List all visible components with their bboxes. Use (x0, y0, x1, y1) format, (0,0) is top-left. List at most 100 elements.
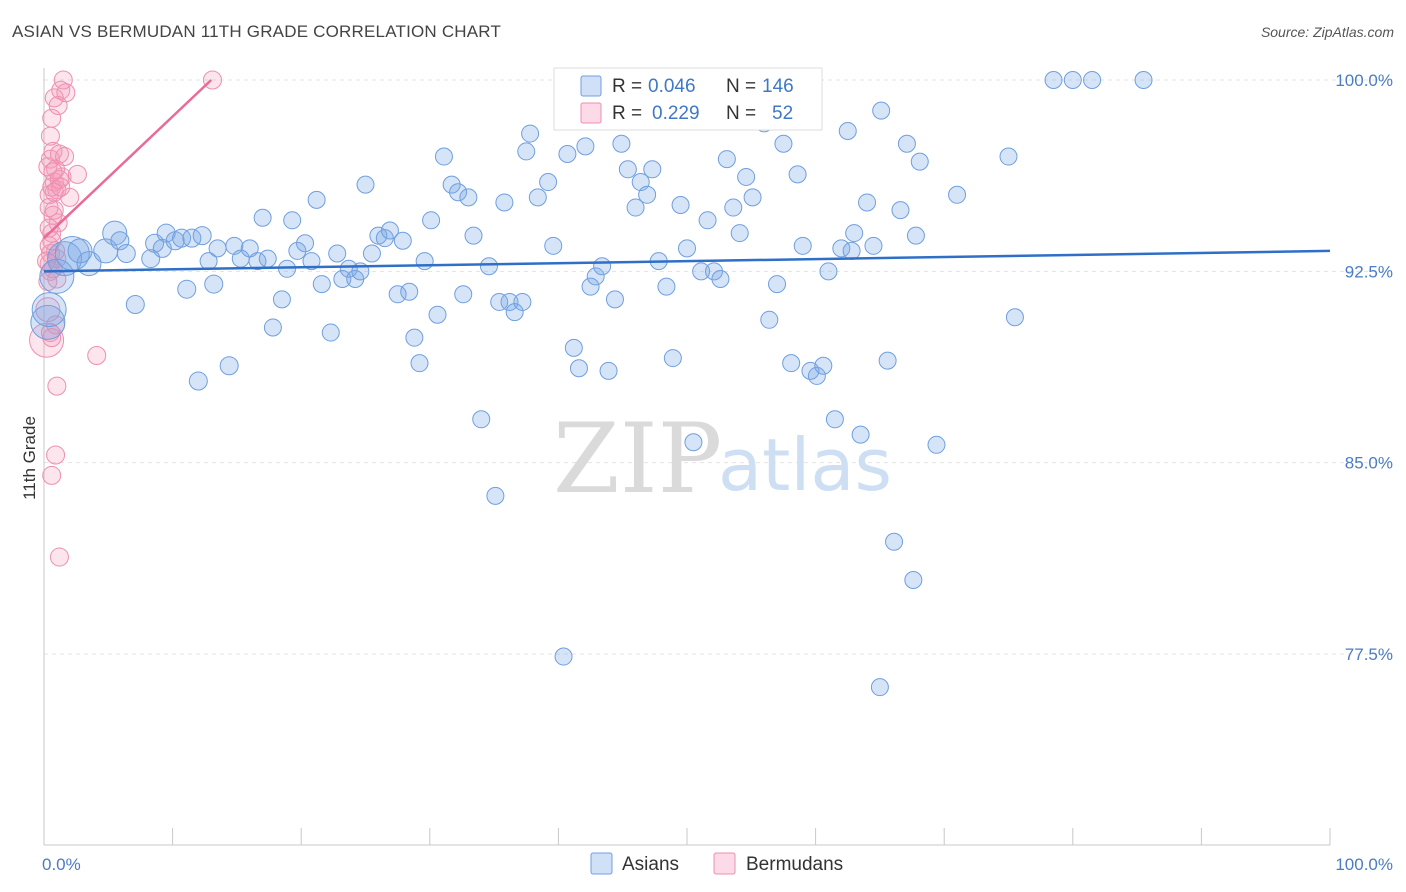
asian-point (626, 198, 645, 217)
asian-point (333, 269, 352, 288)
asian-legend-swatch (580, 75, 602, 97)
asian-point (472, 410, 491, 429)
asian-point (564, 338, 583, 357)
asian-point (302, 252, 321, 271)
bermudan-point (38, 157, 58, 177)
asian-point (296, 234, 315, 253)
asian-point (442, 175, 461, 194)
asian-point (422, 211, 441, 230)
asian-point (539, 173, 558, 192)
asian-point (31, 292, 67, 328)
asian-points (30, 71, 1153, 697)
asian-point (858, 193, 877, 212)
bermudan-point (42, 465, 62, 485)
asian-point (554, 647, 573, 666)
bermudan-point (56, 83, 76, 103)
asian-point (192, 226, 212, 246)
asian-point (558, 144, 577, 163)
asian-point (521, 124, 540, 143)
asian-point (643, 160, 662, 179)
asian-point (528, 188, 547, 207)
asian-point (743, 188, 762, 207)
asian-point (671, 196, 690, 215)
asian-point (110, 231, 130, 251)
chart-title: ASIAN VS BERMUDAN 11TH GRADE CORRELATION… (12, 22, 502, 41)
x-tick-label-min: 0.0% (42, 855, 81, 874)
asian-point (434, 147, 453, 166)
asian-point (125, 294, 145, 314)
asian-point (730, 224, 749, 243)
asian-point (177, 279, 197, 299)
asian-point (819, 262, 838, 281)
y-tick-label: 85.0% (1345, 454, 1393, 473)
asian-point (948, 185, 967, 204)
bermudan-point (42, 328, 62, 348)
asian-point (724, 198, 743, 217)
bermudan-point (40, 126, 60, 146)
y-tick-label: 100.0% (1335, 71, 1393, 90)
source-credit: Source: ZipAtlas.com (1260, 24, 1394, 40)
asian-point (599, 361, 618, 380)
trend-lines (43, 79, 1331, 273)
bermudan-point (39, 198, 59, 218)
bermudan-point (55, 147, 75, 167)
bermudan-point (49, 144, 69, 164)
asian-point (328, 244, 347, 263)
asian-point (388, 285, 407, 304)
asian-point (891, 201, 910, 220)
asian-point (449, 183, 468, 202)
asian-point (454, 285, 473, 304)
asian-point (927, 435, 946, 454)
asian-point (1063, 71, 1082, 89)
asian-point (362, 244, 381, 263)
asian-point (692, 262, 711, 281)
asian-trend-line (43, 249, 1331, 273)
asian-point (569, 359, 588, 378)
asian-point (39, 258, 75, 294)
bermudans-legend-label: Bermudans (746, 854, 843, 875)
x-tick-label-max: 100.0% (1335, 855, 1393, 874)
asian-point (495, 193, 514, 212)
asian-point (906, 226, 925, 245)
asian-point (737, 167, 756, 186)
asian-point (30, 304, 66, 340)
bermudan-point (40, 149, 60, 169)
bermudan-r-value: 0.229 (652, 103, 700, 124)
bermudan-point (87, 346, 107, 366)
bermudan-trend-line (43, 79, 213, 240)
asian-point (605, 290, 624, 309)
asian-point (897, 134, 916, 153)
asian-r-label: R = (612, 76, 642, 97)
asian-r-value: 0.046 (648, 76, 696, 97)
asian-point (657, 277, 676, 296)
x-ticks (43, 828, 1331, 845)
y-tick-label: 92.5% (1345, 262, 1393, 281)
asian-point (593, 257, 612, 276)
bermudan-point (49, 547, 69, 567)
asian-point (878, 351, 897, 370)
asian-point (428, 305, 447, 324)
asian-point (612, 134, 631, 153)
asians-swatch (590, 852, 613, 875)
asian-n-value: 146 (762, 76, 794, 97)
asian-point (842, 241, 861, 260)
asian-point (393, 231, 412, 250)
bermudan-point (44, 200, 64, 220)
gridlines (44, 79, 1395, 655)
asian-point (576, 137, 595, 156)
bermudan-n-value: 52 (772, 103, 793, 124)
asian-point (807, 366, 826, 385)
asian-point (705, 262, 724, 281)
asian-point (904, 571, 923, 590)
watermark-atlas: atlas (718, 423, 892, 507)
asian-point (415, 252, 434, 271)
asian-point (638, 185, 657, 204)
stats-legend: R = 0.046 N = 146 R = 0.229 N = 52 (553, 67, 823, 131)
bermudan-point (47, 376, 67, 396)
bermudan-point (43, 162, 63, 182)
asian-point (479, 257, 498, 276)
bermudan-point (53, 70, 73, 90)
asian-point (870, 678, 889, 697)
bermudan-r-label: R = (612, 103, 642, 124)
asian-point (717, 150, 736, 169)
